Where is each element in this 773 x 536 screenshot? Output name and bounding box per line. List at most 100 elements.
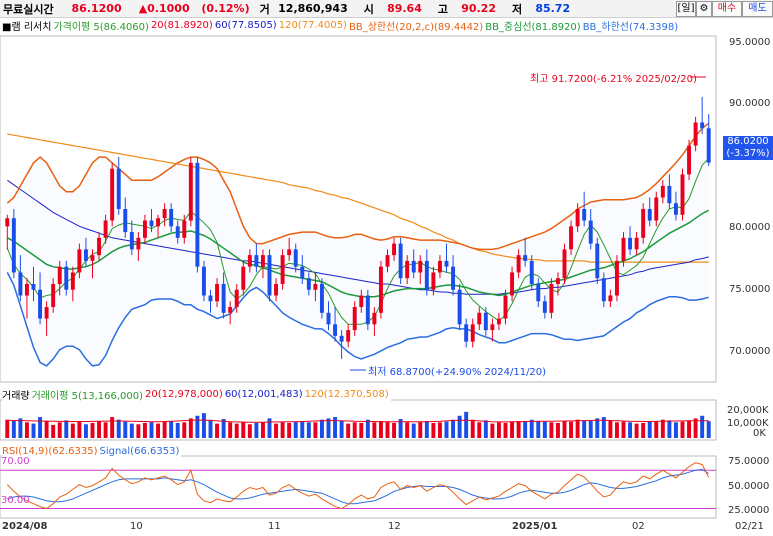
candle-body xyxy=(103,220,108,238)
candle-body xyxy=(588,220,593,244)
volume-legend-item: 20(12,978,000) xyxy=(145,388,223,400)
volume-bar xyxy=(110,417,115,438)
volume-bar xyxy=(280,422,285,438)
volume-bar xyxy=(392,422,397,438)
candle-body xyxy=(254,255,259,267)
candle-body xyxy=(667,185,672,204)
price-legend-item: 20(81.8920) xyxy=(150,19,213,31)
current-price-badge-pct: (-3.37%) xyxy=(726,148,770,159)
volume-bar xyxy=(628,422,633,438)
volume-bar xyxy=(326,418,331,438)
volume-bars xyxy=(5,411,711,438)
volume-bar xyxy=(293,421,298,438)
volume-bar xyxy=(555,422,560,438)
candle-body xyxy=(595,243,600,279)
volume-bar xyxy=(359,422,364,438)
volume-bar xyxy=(188,418,193,438)
candle-body xyxy=(293,249,298,267)
volume-bar xyxy=(437,422,442,438)
candle-body xyxy=(621,237,626,261)
candle-body xyxy=(477,312,482,325)
current-price-badge-value: 86.0200 xyxy=(727,136,769,147)
volume-bar xyxy=(136,424,141,438)
candle-body xyxy=(693,122,698,146)
candle-body xyxy=(542,301,547,313)
bollinger-band-fill xyxy=(7,123,709,366)
volume-bar xyxy=(83,424,88,438)
period-button[interactable]: [일] xyxy=(676,1,696,17)
candle-body xyxy=(555,278,560,284)
candle-body xyxy=(267,255,272,296)
volume-bar xyxy=(483,420,488,438)
volume-bar xyxy=(339,421,344,438)
candle-body xyxy=(470,324,475,342)
candle-body xyxy=(614,260,619,296)
volume-bar xyxy=(195,415,200,438)
volume-bar xyxy=(614,422,619,438)
candle-body xyxy=(319,283,324,313)
volume-bar xyxy=(411,423,416,438)
candle-body xyxy=(31,283,36,290)
volume-bar xyxy=(103,422,108,438)
volume-bar xyxy=(24,422,29,438)
candle-body xyxy=(680,174,685,215)
volume-bar xyxy=(529,419,534,438)
volume-bar xyxy=(51,424,56,438)
candle-body xyxy=(516,255,521,273)
candle-body xyxy=(647,209,652,221)
volume-bar xyxy=(260,422,265,438)
candle-body xyxy=(549,283,554,313)
candle-body xyxy=(706,128,711,163)
volume-bar xyxy=(693,418,698,438)
candle-body xyxy=(457,289,462,325)
price-pane-frame xyxy=(0,35,717,383)
volume-bar xyxy=(601,417,606,438)
candle-body xyxy=(83,249,88,261)
candle-body xyxy=(287,249,292,256)
candle-body xyxy=(221,283,226,313)
candle-body xyxy=(405,260,410,279)
volume-bar xyxy=(300,421,305,438)
candle-body xyxy=(660,185,665,198)
candle-body xyxy=(641,209,646,238)
realtime-label: 무료실시간 xyxy=(3,2,54,16)
volume-bar xyxy=(129,423,134,438)
candle-body xyxy=(378,266,383,313)
volume-bar xyxy=(38,417,43,438)
volume-bar xyxy=(5,419,10,438)
volume-bar xyxy=(11,421,16,438)
rsi-signal-line xyxy=(7,468,709,505)
volume-bar xyxy=(595,418,600,438)
candle-body xyxy=(372,312,377,325)
volume-bar xyxy=(241,421,246,438)
x-tick: 2024/08 xyxy=(2,521,48,532)
price-legend-item: 가격이평 5(86.4060) xyxy=(53,21,149,33)
candle-body xyxy=(5,218,10,227)
candle-body xyxy=(496,318,501,325)
candle-body xyxy=(215,283,220,302)
volume-bar xyxy=(77,421,82,438)
candle-body xyxy=(110,168,115,221)
candle-body xyxy=(44,307,49,319)
candle-body xyxy=(464,324,469,342)
buy-button[interactable]: 매수 xyxy=(712,1,742,17)
volume-bar xyxy=(267,418,272,438)
current-price-badge: 86.0200 (-3.37%) xyxy=(723,136,773,160)
settings-icon[interactable]: ⚙ xyxy=(696,1,712,17)
volume-bar xyxy=(319,419,324,438)
candle-body xyxy=(306,278,311,290)
candle-body xyxy=(313,283,318,290)
candle-body xyxy=(123,209,128,233)
candle-body xyxy=(575,209,580,227)
candle-body xyxy=(444,260,449,267)
candle-body xyxy=(673,203,678,215)
candle-body xyxy=(208,295,213,302)
volume-bar xyxy=(706,421,711,438)
price-legend-item: BB_중심선(81.8920) xyxy=(485,21,581,33)
volume-bar xyxy=(313,422,318,438)
volume-bar xyxy=(569,421,574,438)
high-label: 고 xyxy=(437,2,448,16)
volume-bar xyxy=(575,419,580,438)
